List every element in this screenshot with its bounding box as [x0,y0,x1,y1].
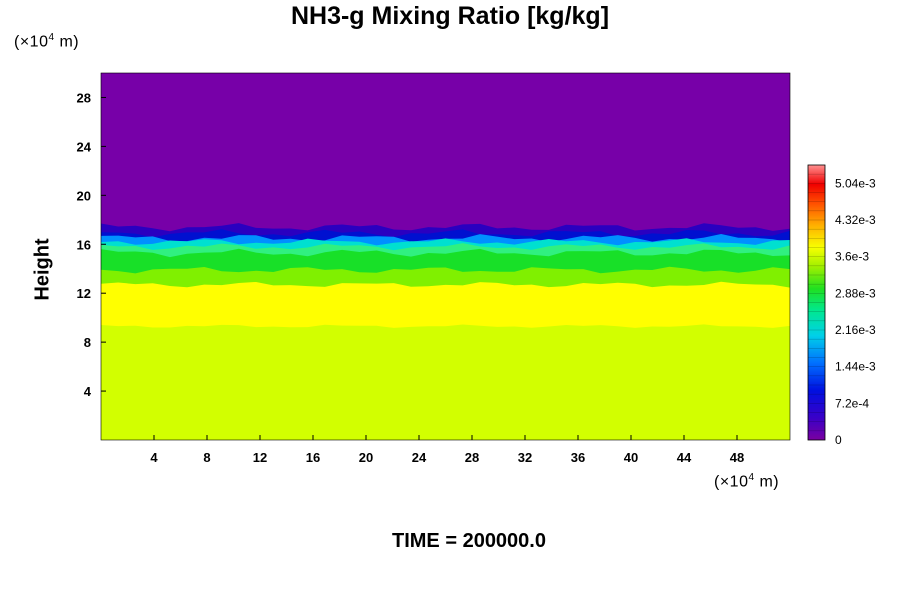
x-axis: 4 8 12 16 20 24 28 32 36 40 44 48 [150,435,744,465]
x-tick-label: 12 [253,450,267,465]
x-unit-prefix: (×10 [714,473,749,491]
y-unit-prefix: (×10 [14,33,49,51]
x-unit-suffix: m) [754,473,780,491]
plot-area [101,73,790,440]
colorbar-label: 2.16e-3 [835,323,876,337]
field-band-lime [101,324,790,440]
y-tick-label: 12 [77,286,91,301]
colorbar-label: 4.32e-3 [835,213,876,227]
y-axis: 4 8 12 16 20 24 28 [77,90,106,399]
x-tick-label: 48 [730,450,744,465]
chart-title: NH3-g Mixing Ratio [kg/kg] [290,2,610,30]
y-tick-label: 28 [77,90,91,105]
y-unit-exponent: 4 [48,32,55,43]
y-tick-label: 24 [77,139,92,154]
x-axis-unit: (×104 m) [714,472,779,491]
colorbar-label: 2.88e-3 [835,286,876,300]
x-tick-label: 24 [412,450,427,465]
x-tick-label: 40 [624,450,638,465]
x-unit-exponent: 4 [748,472,755,483]
colorbar-label: 7.2e-4 [835,396,869,410]
time-label: TIME = 200000.0 [392,530,546,552]
x-tick-label: 32 [518,450,532,465]
x-tick-label: 4 [150,450,158,465]
y-axis-unit: (×104 m) [14,32,79,51]
x-tick-label: 36 [571,450,585,465]
y-unit-suffix: m) [54,33,80,51]
colorbar-label: 5.04e-3 [835,176,876,190]
colorbar-label: 1.44e-3 [835,360,876,374]
x-tick-label: 28 [465,450,479,465]
y-tick-label: 20 [77,188,91,203]
y-tick-label: 8 [84,335,91,350]
y-tick-label: 16 [77,237,91,252]
x-tick-label: 16 [306,450,320,465]
x-tick-label: 20 [359,450,373,465]
x-tick-label: 44 [677,450,692,465]
colorbar-label: 0 [835,433,842,447]
colorbar: 0 7.2e-4 1.44e-3 2.16e-3 2.88e-3 3.6e-3 4.32e-… [807,164,876,447]
y-tick-label: 4 [84,384,92,399]
colorbar-label: 3.6e-3 [835,250,869,264]
plot-frame [100,72,791,441]
x-tick-label: 8 [203,450,210,465]
